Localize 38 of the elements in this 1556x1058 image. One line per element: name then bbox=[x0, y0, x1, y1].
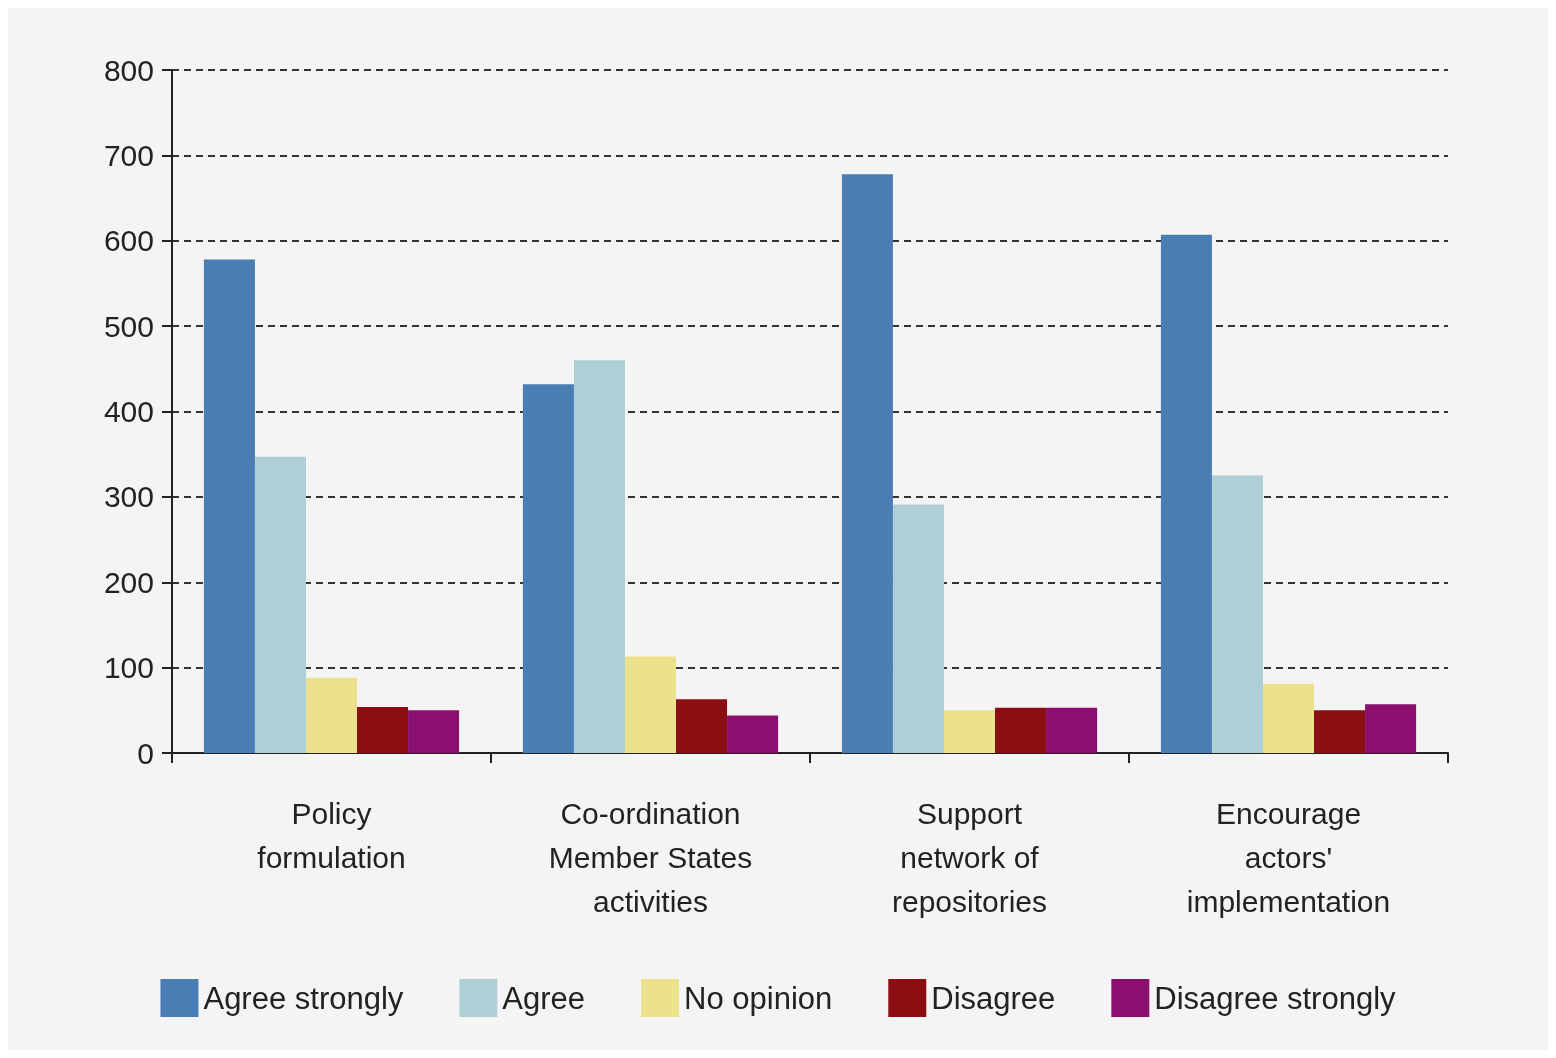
bar bbox=[841, 174, 893, 753]
x-tick-label: Encourage actors' implementation bbox=[1186, 796, 1391, 918]
bar bbox=[1314, 710, 1366, 753]
y-tick-label: 100 bbox=[103, 651, 154, 685]
bar bbox=[203, 259, 255, 753]
legend-label: Disagree bbox=[931, 980, 1056, 1016]
x-tick-label: Co-ordination Member States activities bbox=[548, 796, 753, 918]
bar bbox=[892, 504, 944, 753]
bar bbox=[995, 707, 1047, 753]
legend-label: Agree bbox=[502, 980, 586, 1016]
bar bbox=[1365, 704, 1417, 753]
bar bbox=[624, 656, 677, 753]
bar bbox=[1211, 475, 1263, 753]
y-tick-label: 300 bbox=[103, 480, 154, 514]
bar bbox=[727, 715, 779, 753]
x-tick-label: Support network of repositories bbox=[891, 796, 1048, 918]
legend-label: Agree strongly bbox=[203, 980, 404, 1016]
y-tick-label: 600 bbox=[103, 224, 154, 258]
y-tick-label: 500 bbox=[103, 309, 154, 343]
y-tick-label: 700 bbox=[103, 138, 154, 172]
bar bbox=[573, 360, 625, 753]
bar bbox=[1046, 707, 1098, 753]
y-tick-label: 400 bbox=[103, 395, 154, 428]
bar bbox=[254, 456, 306, 753]
legend-label: Disagree strongly bbox=[1154, 980, 1397, 1016]
y-tick-label: 800 bbox=[103, 53, 154, 87]
bar bbox=[676, 699, 728, 753]
bar bbox=[943, 710, 996, 753]
bar bbox=[357, 706, 409, 753]
bar bbox=[408, 710, 460, 753]
x-tick-label: Policy formulation bbox=[257, 796, 406, 874]
y-tick-label: 0 bbox=[137, 736, 154, 770]
bar bbox=[305, 677, 358, 753]
bar bbox=[1160, 234, 1212, 753]
y-tick-label: 200 bbox=[103, 565, 154, 599]
bar bbox=[1262, 683, 1315, 753]
bar bbox=[522, 384, 574, 753]
legend-label: No opinion bbox=[684, 980, 833, 1016]
